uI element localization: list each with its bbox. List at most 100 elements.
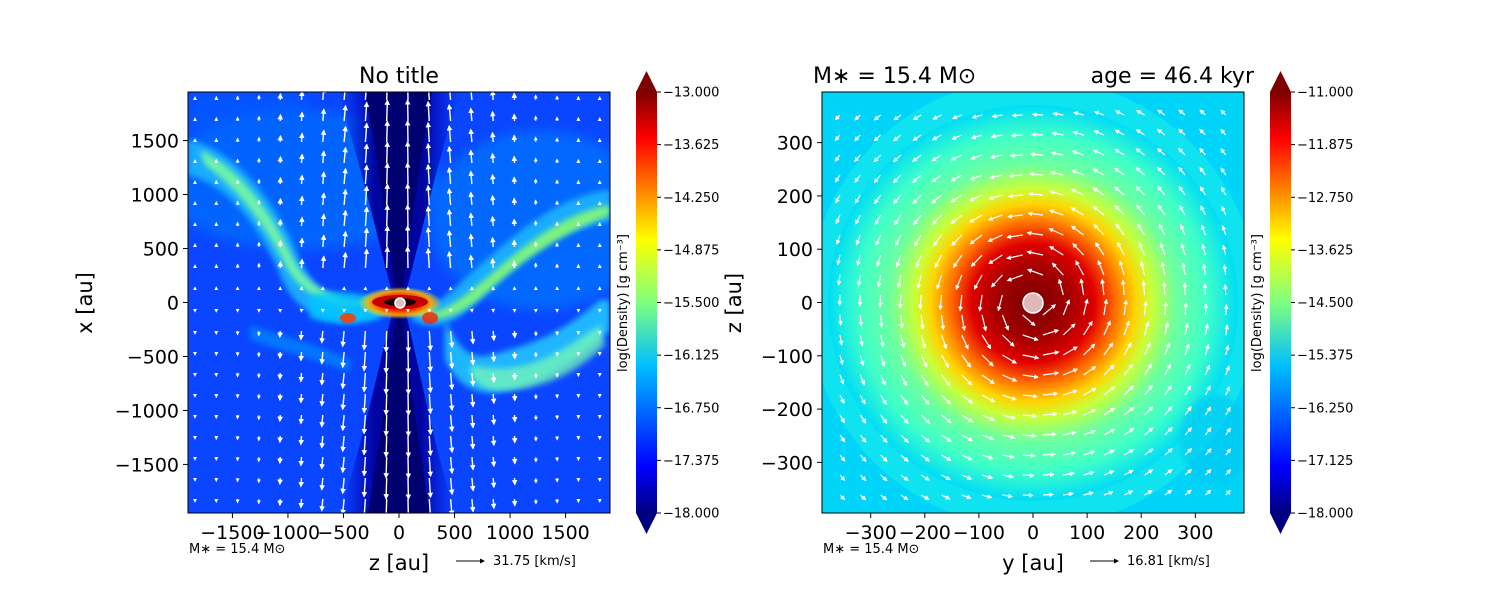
velocity-arrow [836, 274, 842, 286]
right-density-panel: −300 −200 −100 0 100 200 300−300−200−100010020… [722, 64, 1255, 575]
y-tick-label: −1000 [115, 400, 179, 422]
velocity-arrow [1225, 385, 1231, 396]
velocity-arrow [383, 456, 389, 479]
velocity-arrow [490, 372, 497, 384]
velocity-arrow [1225, 489, 1231, 496]
velocity-arrow [320, 234, 327, 248]
velocity-arrow [1179, 204, 1186, 216]
velocity-arrow [1123, 299, 1128, 316]
velocity-arrow [950, 154, 963, 161]
velocity-arrow [384, 141, 391, 164]
x-tick-label: 1000 [486, 522, 534, 544]
velocity-arrow [1158, 223, 1166, 236]
velocity-arrow [363, 185, 370, 206]
velocity-arrow [1083, 408, 1097, 416]
velocity-arrow [298, 393, 305, 404]
right-x-axis-label: y [au] [1002, 551, 1064, 575]
velocity-arrow [448, 351, 455, 370]
velocity-arrow [913, 214, 922, 226]
velocity-arrow [1164, 405, 1173, 416]
left-colorbar-extend-min [636, 513, 657, 534]
velocity-arrow [1083, 450, 1096, 456]
velocity-arrow [298, 477, 305, 488]
velocity-arrow [839, 374, 845, 385]
velocity-arrow [1092, 187, 1105, 196]
velocity-arrow [320, 129, 327, 143]
velocity-arrow [892, 154, 902, 163]
velocity-arrow [363, 101, 370, 122]
velocity-arrow [834, 154, 841, 162]
velocity-arrow [900, 354, 907, 368]
velocity-arrow [1070, 207, 1084, 216]
velocity-arrow [920, 434, 931, 443]
velocity-arrow [1048, 245, 1064, 256]
velocity-arrow [1135, 129, 1145, 136]
velocity-arrow [342, 167, 348, 185]
velocity-arrow [961, 334, 969, 350]
velocity-arrow [490, 393, 497, 405]
velocity-arrow [1030, 152, 1044, 157]
y-tick-label: 300 [777, 133, 813, 155]
velocity-arrow [838, 334, 844, 346]
velocity-arrow [987, 214, 1003, 221]
velocity-arrow [384, 246, 391, 269]
velocity-arrow [1164, 321, 1170, 336]
velocity-arrow [1156, 166, 1166, 176]
colorbar-tick-label: −15.500 [663, 296, 719, 311]
velocity-arrow [892, 174, 902, 184]
velocity-arrow [1204, 323, 1210, 336]
velocity-arrow [941, 494, 951, 500]
velocity-arrow [1184, 322, 1190, 336]
velocity-arrow [446, 124, 453, 143]
velocity-arrow [1103, 470, 1115, 476]
velocity-arrow [931, 194, 942, 204]
velocity-arrow [1002, 374, 1018, 382]
velocity-arrow [981, 454, 994, 460]
velocity-arrow [386, 92, 388, 101]
velocity-arrow [1157, 109, 1166, 116]
colorbar-tick-label: −13.625 [663, 138, 719, 153]
velocity-arrow [934, 254, 943, 269]
velocity-arrow [854, 134, 861, 142]
velocity-arrow [1103, 386, 1116, 396]
velocity-arrow [1029, 171, 1044, 177]
velocity-arrow [340, 372, 346, 390]
velocity-arrow [384, 99, 391, 122]
velocity-arrow [856, 254, 861, 267]
y-tick-label: −300 [761, 452, 813, 474]
velocity-arrow [1123, 448, 1135, 456]
velocity-arrow [1123, 490, 1134, 496]
velocity-arrow [1083, 298, 1089, 316]
velocity-arrow [468, 212, 474, 227]
velocity-arrow [900, 394, 908, 406]
velocity-arrow [879, 334, 885, 348]
left-y-axis-label: x [au] [73, 272, 97, 334]
velocity-arrow [1083, 470, 1095, 476]
velocity-arrow [1083, 387, 1097, 396]
velocity-arrow [363, 122, 370, 143]
velocity-arrow [1042, 431, 1057, 437]
x-tick-label: 1500 [541, 522, 589, 544]
velocity-arrow [340, 498, 346, 513]
velocity-arrow [384, 120, 391, 143]
velocity-arrow [446, 103, 453, 122]
velocity-arrow [342, 125, 348, 143]
colorbar-tick-label: −11.000 [1297, 86, 1353, 101]
y-tick-label: 0 [801, 293, 813, 315]
colorbar-tick-label: −14.875 [663, 243, 719, 258]
velocity-arrow [938, 294, 943, 311]
right-quiver-key-label: 16.81 [km/s] [1127, 554, 1210, 569]
velocity-arrow [1093, 224, 1105, 236]
velocity-arrow [931, 154, 942, 162]
velocity-arrow [1144, 384, 1153, 396]
velocity-arrow [970, 134, 983, 140]
velocity-arrow [383, 435, 389, 458]
velocity-arrow [468, 254, 474, 269]
velocity-arrow [383, 393, 389, 416]
velocity-arrow [340, 456, 346, 474]
velocity-arrow [1164, 448, 1173, 456]
y-tick-label: −200 [761, 399, 813, 421]
velocity-arrow [880, 414, 888, 424]
velocity-arrow [298, 372, 305, 383]
